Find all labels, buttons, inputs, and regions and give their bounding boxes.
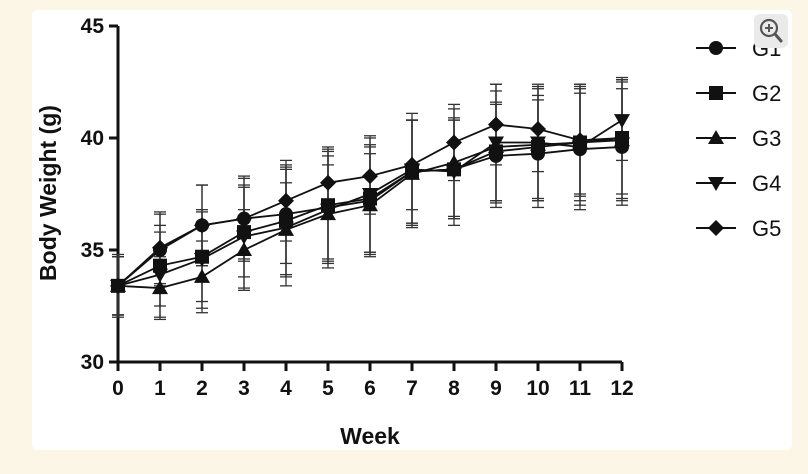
g5-point (614, 130, 630, 146)
zoom-button[interactable] (754, 14, 788, 48)
x-tick-label: 1 (154, 377, 166, 400)
g5-point (530, 121, 546, 138)
legend-g5-marker (708, 220, 724, 236)
g5-point (236, 210, 252, 227)
legend-g3-label: G3 (752, 126, 781, 151)
g4-point (488, 136, 504, 151)
g4-point (236, 230, 252, 245)
series-markers (110, 114, 630, 295)
g4-point (362, 188, 378, 202)
x-tick-label: 4 (280, 377, 292, 400)
g5-point (278, 192, 294, 209)
legend-g2-marker (709, 86, 723, 100)
x-tick-label: 2 (196, 377, 208, 400)
g5-point (110, 277, 126, 294)
g5-point (488, 116, 504, 133)
x-tick-label: 0 (112, 377, 124, 400)
g5-point (404, 156, 420, 173)
x-tick-label: 12 (610, 377, 633, 400)
x-tick-label: 9 (490, 377, 502, 400)
y-tick-label: 45 (81, 15, 105, 38)
g3-point (446, 154, 462, 169)
legend-g5-label: G5 (752, 216, 781, 241)
x-tick-label: 6 (364, 377, 376, 400)
g5-point (152, 239, 168, 256)
zoom-in-icon (759, 18, 783, 43)
g4-point (152, 268, 168, 283)
g3-point (152, 280, 168, 295)
g5-point (320, 174, 336, 191)
g5-point (362, 168, 378, 185)
g3-point (194, 268, 210, 283)
x-axis-title: Week (340, 423, 400, 449)
g5-point (194, 217, 210, 234)
legend-g1-marker (709, 41, 723, 55)
x-tick-label: 7 (406, 377, 418, 400)
x-tick-label: 3 (238, 377, 250, 400)
g4-point (530, 136, 546, 151)
x-tick-label: 8 (448, 377, 460, 400)
x-tick-label: 11 (569, 377, 592, 400)
g4-point (614, 114, 630, 129)
figure-panel (32, 10, 792, 450)
g3-point (362, 197, 378, 212)
y-tick-label: 40 (81, 127, 104, 150)
y-tick-label: 35 (81, 239, 105, 262)
g5-point (446, 134, 462, 151)
y-axis-title: Body Weight (g) (35, 105, 61, 281)
g3-point (236, 242, 252, 256)
x-tick-label: 10 (526, 377, 549, 400)
g4-point (320, 203, 336, 218)
legend-g4-marker (708, 177, 724, 191)
legend-g4-label: G4 (752, 171, 781, 196)
x-tick-label: 5 (322, 377, 334, 400)
legend-g3-marker (708, 130, 724, 144)
g4-point (194, 252, 210, 267)
g5-point (572, 132, 588, 149)
g4-point (278, 221, 294, 236)
g4-point (446, 165, 462, 180)
legend-g2-label: G2 (752, 81, 781, 106)
y-tick-label: 30 (81, 351, 104, 374)
